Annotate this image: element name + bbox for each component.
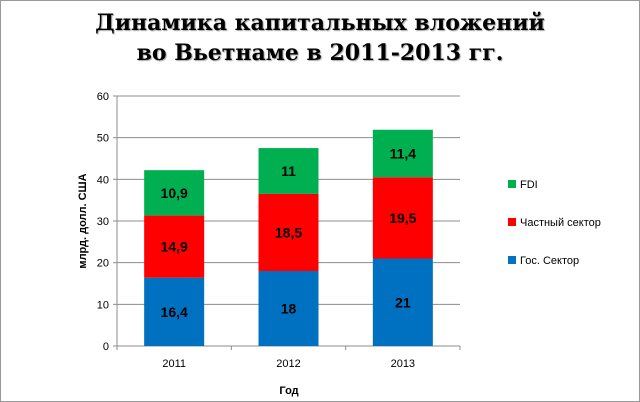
data-label: 10,9 [161, 185, 188, 201]
y-tick-label: 40 [97, 174, 109, 186]
bar-segment [144, 215, 205, 278]
data-label: 18 [281, 301, 297, 317]
bar-segment [144, 170, 205, 216]
x-tick-label: 2011 [162, 358, 186, 370]
chart-title-line-1: Динамика капитальных вложений [95, 10, 545, 36]
bar-segment [144, 277, 205, 346]
bar-segment [258, 271, 319, 346]
x-axis-title: Год [279, 385, 298, 397]
legend-swatch [508, 218, 516, 226]
data-label: 14,9 [161, 239, 188, 255]
data-label: 11 [281, 163, 296, 179]
legend-label: Гос. Сектор [520, 255, 579, 267]
bar-segment [372, 177, 433, 259]
legend-swatch [508, 256, 516, 264]
legend-label: Частный сектор [520, 217, 601, 229]
y-tick-label: 60 [97, 91, 109, 103]
bar-segment [258, 193, 319, 271]
data-label: 16,4 [161, 304, 188, 320]
bar-segment [258, 148, 319, 194]
y-tick-label: 50 [97, 133, 109, 145]
x-tick-label: 2013 [391, 358, 415, 370]
data-label: 19,5 [389, 210, 416, 226]
chart-title: Динамика капитальных вложений во Вьетнам… [0, 8, 640, 68]
data-label: 18,5 [275, 224, 302, 240]
bar-segment [372, 258, 433, 346]
bar-segment [372, 129, 433, 178]
x-tick-label: 2012 [276, 358, 300, 370]
y-axis-title: млрд. долл. США [77, 173, 89, 268]
data-label: 11,4 [390, 146, 417, 162]
y-tick-label: 30 [97, 216, 109, 228]
y-tick-label: 10 [97, 299, 109, 311]
y-tick-label: 0 [103, 341, 109, 353]
data-label: 21 [395, 294, 411, 310]
y-tick-label: 20 [97, 258, 109, 270]
chart-title-line-2: во Вьетнаме в 2011-2013 гг. [136, 40, 504, 66]
legend-label: FDI [520, 179, 538, 191]
legend-swatch [508, 180, 516, 188]
